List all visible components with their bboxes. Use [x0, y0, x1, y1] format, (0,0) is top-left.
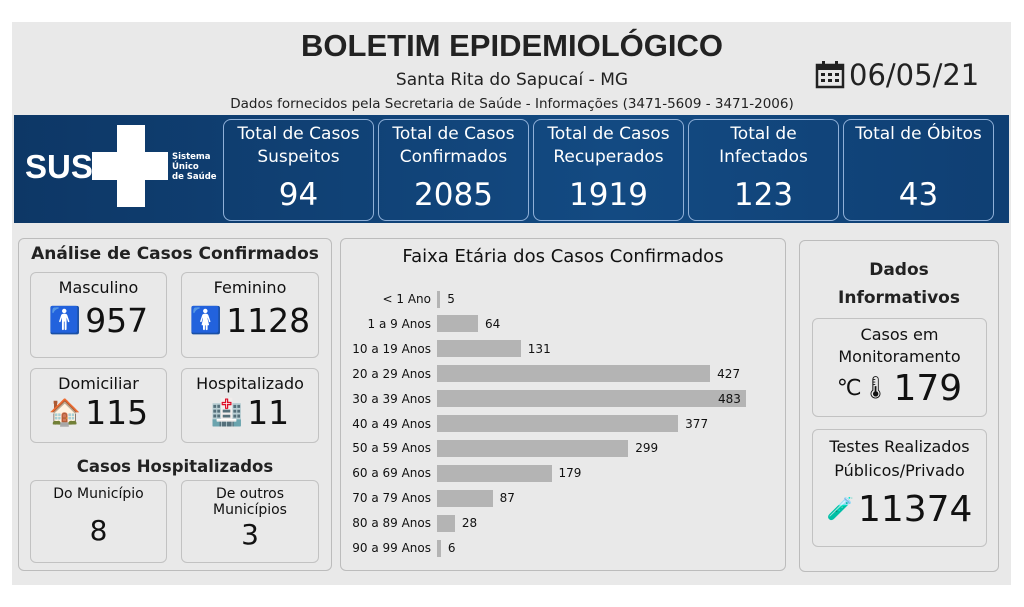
- test-tube-icon: 🧪: [826, 497, 854, 522]
- male-icon: 🚹: [48, 305, 82, 336]
- chart-title: Faixa Etária dos Casos Confirmados: [402, 246, 724, 267]
- tick-label: 70 a 79 Anos: [352, 491, 431, 506]
- hospital-icon: 🏥: [210, 397, 244, 428]
- thermometer-icon: ℃🌡: [836, 376, 890, 401]
- data-label: 377: [685, 416, 709, 431]
- data-label: 64: [484, 316, 501, 331]
- tick-label: 1 a 9 Anos: [367, 316, 431, 331]
- bar-row: 80 a 89 Anos 28: [340, 514, 477, 532]
- bar-row: 30 a 39 Anos 483: [340, 390, 746, 408]
- kpi-infectados: Total de Infectados 123: [688, 119, 839, 221]
- house-icon: 🏠: [48, 397, 82, 428]
- bar-row: 1 a 9 Anos 64: [340, 315, 500, 333]
- data-label: 299: [635, 441, 659, 456]
- page-title: BOLETIM EPIDEMIOLÓGICO: [301, 28, 723, 63]
- bar-row: 20 a 29 Anos 427: [340, 365, 740, 383]
- bar: [437, 290, 441, 308]
- data-label: 87: [499, 491, 515, 506]
- bar: [437, 365, 711, 383]
- data-label: 483: [718, 391, 741, 406]
- tick-label: < 1 Ano: [382, 292, 431, 306]
- bar: [437, 439, 629, 457]
- kpi-obitos: Total de Óbitos 43: [843, 119, 994, 221]
- tick-label: 20 a 29 Anos: [352, 366, 431, 381]
- city-subtitle: Santa Rita do Sapucaí - MG: [395, 70, 629, 90]
- sus-logo-text: Sistema Único de Saúde: [172, 152, 217, 182]
- tick-label: 80 a 89 Anos: [352, 516, 431, 531]
- tests-card: Testes Realizados Públicos/Privado 🧪 11374: [812, 429, 987, 547]
- bar: [437, 489, 493, 507]
- kpi-suspeitos: Total de Casos Suspeitos 94: [223, 119, 374, 221]
- data-label: 131: [527, 341, 551, 356]
- tick-label: 30 a 39 Anos: [352, 391, 431, 406]
- tick-label: 10 a 19 Anos: [352, 341, 431, 356]
- bar: [437, 390, 746, 408]
- data-label: 6: [447, 541, 456, 555]
- bar-row: 60 a 69 Anos 179: [340, 464, 581, 482]
- hospitalized-title: Casos Hospitalizados: [76, 457, 274, 476]
- bar: [437, 415, 679, 432]
- bar: [437, 514, 455, 532]
- bar-row: < 1 Ano 5: [340, 290, 455, 308]
- hospital-card: Hospitalizado 🏥 11: [181, 368, 319, 443]
- bar: [437, 340, 521, 358]
- bar: [437, 464, 552, 482]
- bar-row: 70 a 79 Anos 87: [340, 489, 515, 507]
- sus-cross-bar: [92, 152, 168, 180]
- kpi-confirmados: Total de Casos Confirmados 2085: [378, 119, 529, 221]
- data-label: 28: [461, 516, 478, 531]
- female-card: Feminino 🚺 1128: [181, 272, 319, 358]
- data-label: 427: [717, 366, 741, 381]
- bar: [437, 315, 478, 333]
- female-icon: 🚺: [189, 305, 223, 336]
- info-title: Dados Informativos: [838, 260, 960, 308]
- date-text: 06/05/21: [849, 58, 980, 92]
- tick-label: 40 a 49 Anos: [352, 416, 431, 431]
- home-card: Domiciliar 🏠 115: [30, 368, 167, 443]
- data-label: 5: [447, 292, 455, 306]
- bar-row: 90 a 99 Anos 6: [340, 539, 455, 557]
- bar-row: 40 a 49 Anos 377: [340, 415, 708, 433]
- source-note: Dados fornecidos pela Secretaria de Saúd…: [230, 96, 794, 112]
- confirmed-title: Análise de Casos Confirmados: [31, 244, 319, 264]
- data-label: 179: [558, 466, 582, 481]
- tick-label: 60 a 69 Anos: [352, 466, 431, 481]
- calendar-icon: [815, 61, 845, 89]
- tick-label: 50 a 59 Anos: [352, 441, 431, 456]
- male-card: Masculino 🚹 957: [30, 272, 167, 358]
- bulletin-date: 06/05/21: [815, 58, 979, 92]
- kpi-recuperados: Total de Casos Recuperados 1919: [533, 119, 684, 221]
- bar: [437, 539, 441, 557]
- other-hosp-card: De outros Municípios 3: [181, 480, 319, 563]
- tick-label: 90 a 99 Anos: [352, 541, 431, 555]
- sus-logo: SUS: [25, 148, 93, 185]
- monitoring-card: Casos em Monitoramento ℃🌡 179: [812, 318, 987, 417]
- bar-row: 50 a 59 Anos 299: [340, 439, 658, 457]
- bar-row: 10 a 19 Anos 131: [340, 340, 551, 358]
- local-hosp-card: Do Município 8: [30, 480, 167, 563]
